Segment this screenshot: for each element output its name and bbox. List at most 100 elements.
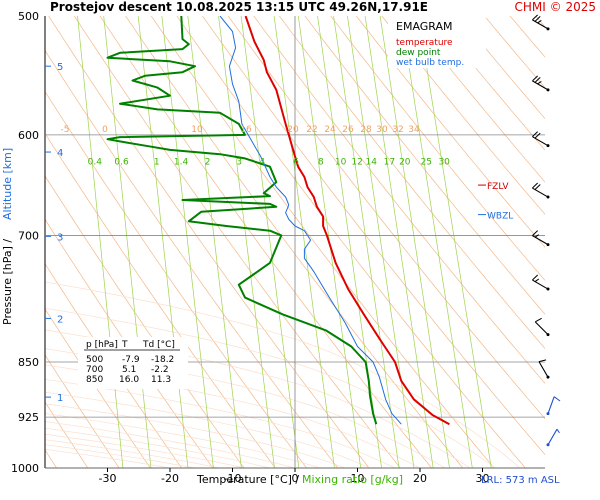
table-cell: 11.3 xyxy=(151,375,171,385)
table-cell: 5.1 xyxy=(122,365,136,375)
wind-barb-flag xyxy=(534,184,541,190)
mixing-ratio-label: 2 xyxy=(205,158,211,168)
wind-barb-flag xyxy=(532,274,538,281)
table-cell: -7.9 xyxy=(122,355,140,365)
dry-adiabat xyxy=(45,263,182,468)
legend-item-temperature: temperature xyxy=(396,38,453,48)
temperature-tick-label: 20 xyxy=(413,472,427,485)
mixing-ratio-line xyxy=(418,16,492,468)
mixing-ratio-label: 1 xyxy=(154,158,160,168)
dry-adiabat xyxy=(227,16,545,420)
legend: EMAGRAM temperature dew point wet bulb t… xyxy=(388,16,486,68)
wind-barb-station xyxy=(546,27,550,31)
wind-barb-flag xyxy=(534,132,541,139)
altitude-tick-label: 5 xyxy=(57,62,63,73)
wind-barb-flag xyxy=(532,182,538,189)
mixing-ratio-label: 25 xyxy=(421,158,432,168)
dry-adiabat xyxy=(151,16,495,468)
table-cell: 850 xyxy=(86,375,103,385)
mixing-ratio-line xyxy=(333,16,400,468)
table-cell: 500 xyxy=(86,355,103,365)
temperature-tick-label: 0 xyxy=(292,472,299,485)
wind-barb-flag xyxy=(532,230,538,237)
mixing-ratio-label: 6 xyxy=(293,158,299,168)
dry-adiabat-label: 0 xyxy=(102,125,108,135)
moist-adiabat xyxy=(45,281,521,468)
dry-adiabat xyxy=(535,16,545,28)
dry-adiabat xyxy=(509,16,545,58)
mixing-ratio-label: 4 xyxy=(259,158,265,168)
wind-barb-flag xyxy=(534,15,541,22)
wind-barb xyxy=(534,317,550,337)
mixing-ratio-line xyxy=(364,16,434,468)
altitude-tick-label: 1 xyxy=(57,393,63,404)
legend-item-dew-point: dew point xyxy=(396,48,441,58)
wind-barb-staff xyxy=(547,396,555,414)
chart-title: Prostejov descent 10.08.2025 13:15 UTC 4… xyxy=(50,0,429,14)
wind-barb-station xyxy=(546,375,550,379)
wind-barb-station xyxy=(546,243,550,247)
dry-adiabat xyxy=(202,16,545,456)
dry-adiabat xyxy=(330,16,545,281)
table-header-t: T xyxy=(121,340,128,350)
dry-adiabat xyxy=(45,132,276,468)
wind-barb-staff xyxy=(534,321,549,335)
y-axis-title: Pressure [hPa] / Altitude [km] xyxy=(1,148,14,325)
mixing-ratio-line xyxy=(137,16,189,468)
wind-barb-flag xyxy=(534,76,541,83)
mixing-ratio-line xyxy=(273,16,335,468)
table-cell: 700 xyxy=(86,365,103,375)
wind-barb-staff xyxy=(532,187,549,198)
wind-barb-staff xyxy=(547,428,558,446)
wind-barb-flag xyxy=(534,234,540,238)
mixing-ratio-line xyxy=(218,16,275,468)
dry-adiabat-label: 22 xyxy=(306,125,317,135)
wind-barb-flag xyxy=(556,428,560,434)
dry-adiabat xyxy=(99,16,432,468)
wind-barb xyxy=(546,428,560,447)
wind-barb-station xyxy=(546,333,550,337)
table-cell: 16.0 xyxy=(119,375,139,385)
wind-barb-station xyxy=(546,287,550,291)
mixing-ratio-label: 0.4 xyxy=(88,158,103,168)
fzlv-label: FZLV xyxy=(487,182,509,192)
dry-adiabat xyxy=(45,401,89,468)
moist-adiabat xyxy=(45,403,346,468)
mixing-ratio-line xyxy=(77,16,124,468)
lrl-label: LRL: 573 m ASL xyxy=(481,475,560,486)
pressure-tick-label: 700 xyxy=(18,229,39,242)
info-table: p [hPa] T Td [°C] 500 -7.9 -18.2 700 5.1… xyxy=(78,337,188,389)
table-cell: -18.2 xyxy=(151,355,174,365)
dry-adiabat xyxy=(381,16,545,215)
dry-adiabat-label: 32 xyxy=(392,125,403,135)
wind-barb xyxy=(532,230,550,247)
wind-barb xyxy=(532,75,550,92)
wind-barb-station xyxy=(546,443,550,447)
pressure-tick-label: 1000 xyxy=(11,462,39,475)
dry-adiabat-label: 16 xyxy=(240,125,252,135)
wind-barb-station xyxy=(546,144,550,148)
wind-barb-staff xyxy=(532,279,549,290)
mixing-ratio-label: 14 xyxy=(366,158,378,168)
moist-adiabat xyxy=(45,391,371,468)
dry-adiabat xyxy=(176,16,526,468)
dry-adiabat xyxy=(125,16,464,468)
temperature-tick-label: -20 xyxy=(161,472,179,485)
mixing-ratio-line xyxy=(240,16,300,468)
dry-adiabat xyxy=(253,16,545,384)
mixing-ratio-label: 17 xyxy=(384,158,395,168)
temperature-tick-label: -10 xyxy=(224,472,242,485)
wind-barb-station xyxy=(546,412,550,416)
wind-barb-flag xyxy=(538,359,547,363)
dry-adiabat xyxy=(458,16,545,120)
dry-adiabat xyxy=(74,16,401,468)
mixing-ratio-label: 1.4 xyxy=(174,158,189,168)
dry-adiabat xyxy=(279,16,545,350)
wbzl-label: WBZL xyxy=(487,212,513,222)
wind-barb xyxy=(546,396,561,416)
mixing-ratio-line xyxy=(400,16,473,468)
altitude-tick-label: 3 xyxy=(57,232,63,243)
y-axis-title-pressure: Pressure [hPa] / xyxy=(1,239,14,325)
dry-adiabat-label: 34 xyxy=(408,125,420,135)
dry-adiabat xyxy=(45,354,120,468)
